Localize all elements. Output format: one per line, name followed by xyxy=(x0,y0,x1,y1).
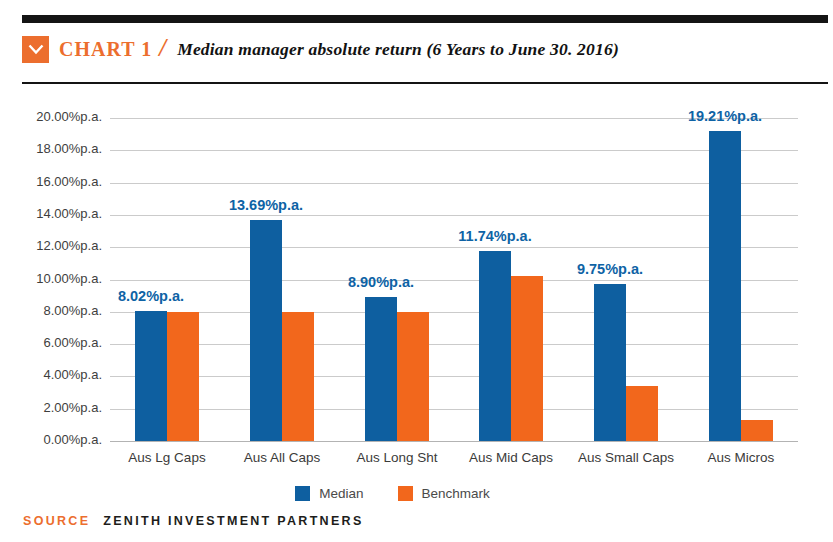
y-axis-label: 2.00%p.a. xyxy=(8,400,102,415)
bar-benchmark xyxy=(626,386,658,441)
chart-label-separator: / xyxy=(159,34,166,62)
bar-median xyxy=(709,131,741,441)
plot-area: 20.00%p.a.18.00%p.a.16.00%p.a.14.00%p.a.… xyxy=(110,118,798,441)
bar-benchmark xyxy=(282,312,314,441)
bar-benchmark xyxy=(741,420,773,441)
gridline xyxy=(110,376,798,377)
source-company: ZENITH INVESTMENT PARTNERS xyxy=(103,514,363,528)
gridline xyxy=(110,441,798,442)
bar-value-label: 8.02%p.a. xyxy=(81,288,221,304)
gridline xyxy=(110,312,798,313)
page: CHART 1 / Median manager absolute return… xyxy=(0,0,833,542)
y-axis-label: 18.00%p.a. xyxy=(8,141,102,156)
gridline xyxy=(110,280,798,281)
bar-value-label: 19.21%p.a. xyxy=(655,108,795,124)
y-axis-label: 12.00%p.a. xyxy=(8,238,102,253)
bar-median xyxy=(594,284,626,441)
chart-number-label: CHART 1 xyxy=(59,38,152,61)
bar-median xyxy=(479,251,511,441)
header: CHART 1 / Median manager absolute return… xyxy=(22,35,619,63)
y-axis-label: 6.00%p.a. xyxy=(8,335,102,350)
bar-value-label: 9.75%p.a. xyxy=(540,261,680,277)
y-axis-label: 20.00%p.a. xyxy=(8,109,102,124)
top-rule xyxy=(22,15,828,23)
legend: Median Benchmark xyxy=(0,486,809,501)
legend-label-median: Median xyxy=(319,486,363,501)
bar-median xyxy=(135,311,167,441)
gridline xyxy=(110,344,798,345)
bar-benchmark xyxy=(397,312,429,441)
source: SOURCE ZENITH INVESTMENT PARTNERS xyxy=(23,514,364,528)
bar-value-label: 8.90%p.a. xyxy=(311,274,451,290)
gridline xyxy=(110,150,798,151)
y-axis-label: 0.00%p.a. xyxy=(8,432,102,447)
y-axis-label: 8.00%p.a. xyxy=(8,303,102,318)
gridline xyxy=(110,215,798,216)
bar-benchmark xyxy=(511,276,543,441)
y-axis-label: 16.00%p.a. xyxy=(8,174,102,189)
chart-marker-box xyxy=(22,36,49,63)
bar-value-label: 11.74%p.a. xyxy=(425,228,565,244)
source-label: SOURCE xyxy=(23,514,90,528)
bar-value-label: 13.69%p.a. xyxy=(196,197,336,213)
gridline xyxy=(110,247,798,248)
gridline xyxy=(110,183,798,184)
chart-title: Median manager absolute return (6 Years … xyxy=(177,39,619,60)
y-axis-label: 4.00%p.a. xyxy=(8,367,102,382)
legend-item-benchmark: Benchmark xyxy=(398,486,490,501)
y-axis-label: 14.00%p.a. xyxy=(8,206,102,221)
legend-swatch-benchmark xyxy=(398,486,413,501)
legend-swatch-median xyxy=(295,486,310,501)
bar-median xyxy=(365,297,397,441)
gridline xyxy=(110,409,798,410)
legend-label-benchmark: Benchmark xyxy=(422,486,490,501)
bar-median xyxy=(250,220,282,441)
chevron-down-icon xyxy=(28,44,44,55)
y-axis-label: 10.00%p.a. xyxy=(8,271,102,286)
legend-item-median: Median xyxy=(295,486,363,501)
x-axis-label: Aus Micros xyxy=(666,450,816,465)
header-rule xyxy=(22,82,828,84)
bar-benchmark xyxy=(167,312,199,441)
